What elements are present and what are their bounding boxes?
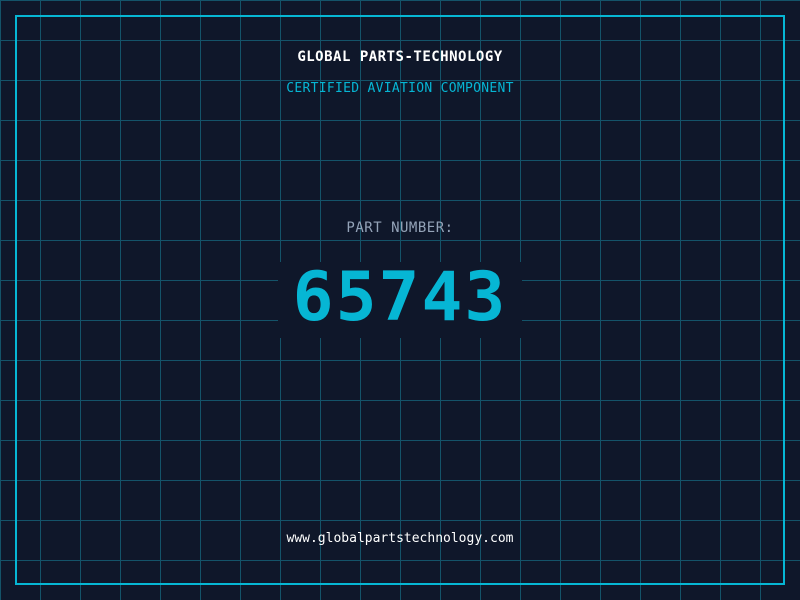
part-number-backdrop [278,262,522,338]
part-number-value: 65743 [292,258,508,337]
certification-subtitle: CERTIFIED AVIATION COMPONENT [286,81,514,96]
website-url: www.globalpartstechnology.com [286,531,514,546]
border-frame [15,15,785,585]
company-title: GLOBAL PARTS-TECHNOLOGY [297,49,503,65]
part-number-label: PART NUMBER: [346,220,454,236]
